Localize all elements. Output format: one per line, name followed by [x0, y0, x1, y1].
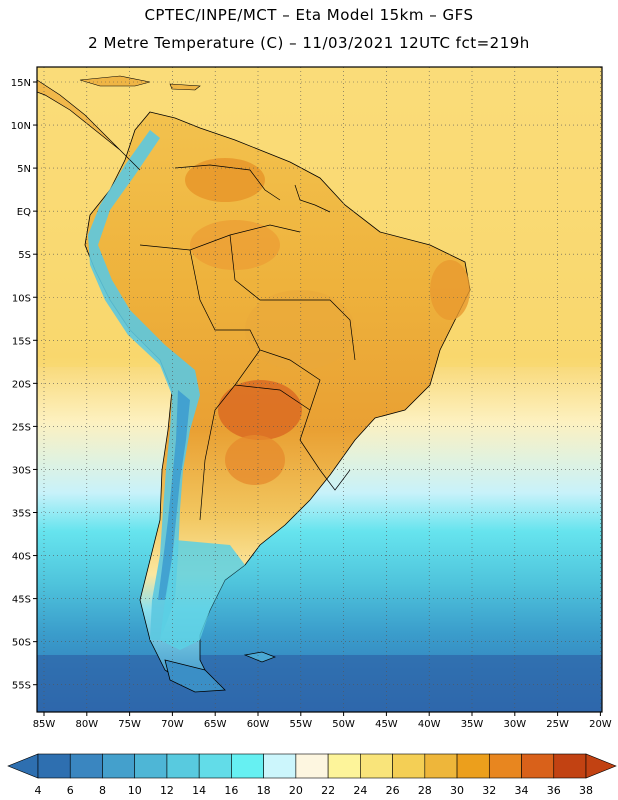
hot-region-argentina [225, 435, 285, 485]
latitude-label: 15S [12, 336, 31, 347]
country-borders [139, 164, 356, 521]
hot-region-amazon [190, 220, 280, 270]
colorbar-segment [263, 753, 297, 779]
longitude-label: 40W [418, 719, 441, 730]
longitude-labels: 85W 80W 75W 70W 65W 60W 55W 50W 45W 40W 35W 30W 25W 2… [33, 712, 612, 730]
latitude-label: 45S [12, 595, 31, 606]
colorbar-label: 6 [67, 784, 74, 797]
longitude-label: 85W [33, 719, 56, 730]
latitude-label: EQ [17, 207, 31, 218]
colorbar-label: 14 [192, 784, 206, 797]
cold-ocean-band [37, 655, 602, 712]
latitude-label: 15N [11, 78, 31, 89]
latitude-label: 10N [11, 121, 31, 132]
colorbar-label: 22 [321, 784, 335, 797]
andes-cold-core [158, 390, 190, 600]
latitude-label: 50S [12, 638, 31, 649]
patagonia-cool [160, 540, 245, 650]
colorbar-label: 24 [353, 784, 367, 797]
colorbar-label: 20 [289, 784, 303, 797]
colorbar-segment [134, 753, 168, 779]
longitude-label: 50W [332, 719, 355, 730]
colorbar-label: 30 [450, 784, 464, 797]
latitude-label: 25S [12, 422, 31, 433]
colorbar-label: 26 [386, 784, 400, 797]
colorbar-label: 28 [418, 784, 432, 797]
colorbar-segment [327, 753, 361, 779]
colorbar-label: 32 [482, 784, 496, 797]
map-area [37, 67, 602, 712]
longitude-label: 65W [204, 719, 227, 730]
colorbar: 4 6 8 10 12 14 16 18 20 22 24 26 28 30 32 34 36 38 [7, 753, 617, 797]
hot-region-venezuela [185, 158, 265, 202]
colorbar-segment [553, 753, 587, 779]
longitude-label: 55W [289, 719, 312, 730]
latitude-label: 30S [12, 465, 31, 476]
tierra-del-fuego [164, 659, 226, 693]
caribbean-islands [79, 75, 201, 91]
colorbar-segment [102, 753, 136, 779]
colorbar-label: 34 [515, 784, 529, 797]
warm-region-central [245, 290, 355, 370]
longitude-label: 25W [546, 719, 569, 730]
map-frame [36, 66, 603, 713]
colorbar-low-arrow [7, 753, 39, 779]
colorbar-segment [37, 753, 71, 779]
latitude-label: 55S [12, 681, 31, 692]
hot-region-chaco [218, 380, 302, 440]
colorbar-label: 12 [160, 784, 174, 797]
colorbar-label: 16 [224, 784, 238, 797]
central-america-land [37, 79, 141, 171]
latitude-label: 10S [12, 293, 31, 304]
colorbar-label: 18 [257, 784, 271, 797]
colorbar-segment [166, 753, 200, 779]
colorbar-segment [198, 753, 232, 779]
hot-region-northeast [430, 260, 470, 320]
falkland-islands [243, 651, 276, 663]
colorbar-segment [392, 753, 426, 779]
map-title: CPTEC/INPE/MCT – Eta Model 15km – GFS [144, 6, 474, 24]
latitude-label: 35S [12, 509, 31, 520]
colorbar-segment [424, 753, 458, 779]
latitude-label: 40S [12, 552, 31, 563]
latitude-label: 5S [18, 250, 31, 261]
colorbar-segment [69, 753, 103, 779]
colorbar-label: 4 [35, 784, 42, 797]
longitude-label: 35W [461, 719, 484, 730]
colorbar-segment [295, 753, 329, 779]
colorbar-segment [521, 753, 555, 779]
colorbar-segment [360, 753, 393, 779]
colorbar-label: 10 [128, 784, 142, 797]
colorbar-high-arrow [585, 753, 617, 779]
longitude-label: 75W [118, 719, 141, 730]
latitude-label: 20S [12, 379, 31, 390]
latitude-labels: 15N 10N 5N EQ 5S 10S 15S 20S 25S 30S 35S 40S 45S 50S 5… [11, 78, 37, 692]
longitude-label: 45W [375, 719, 398, 730]
colorbar-segment [231, 753, 264, 779]
colorbar-segment [456, 753, 490, 779]
colorbar-segment [488, 753, 522, 779]
longitude-label: 60W [247, 719, 270, 730]
colorbar-label: 8 [99, 784, 106, 797]
map-subtitle: 2 Metre Temperature (C) – 11/03/2021 12U… [88, 34, 530, 52]
longitude-label: 80W [75, 719, 98, 730]
longitude-label: 70W [161, 719, 184, 730]
longitude-label: 20W [589, 719, 612, 730]
longitude-label: 30W [503, 719, 526, 730]
colorbar-label: 36 [547, 784, 561, 797]
colorbar-label: 38 [579, 784, 593, 797]
latitude-label: 5N [17, 164, 31, 175]
